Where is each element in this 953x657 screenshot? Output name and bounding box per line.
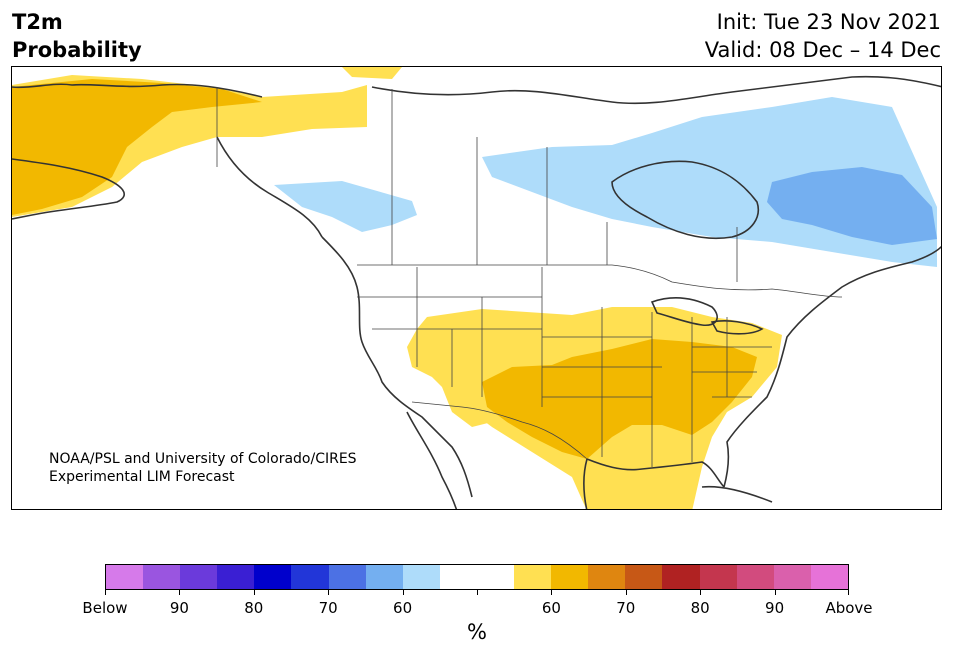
hudson-bay bbox=[611, 160, 759, 240]
us-states-west bbox=[357, 267, 543, 407]
colorbar-tick-label: 80 bbox=[690, 599, 710, 617]
alaska-yellow-region bbox=[12, 79, 262, 215]
colorbar-cell bbox=[254, 565, 292, 589]
colorbar-tick bbox=[402, 590, 404, 595]
political-borders bbox=[216, 87, 843, 467]
valid-range: Valid: 08 Dec – 14 Dec bbox=[704, 38, 941, 62]
init-date: Init: Tue 23 Nov 2021 bbox=[716, 10, 941, 34]
colorbar-cell bbox=[402, 565, 440, 589]
colorbar-tick bbox=[179, 590, 181, 595]
title-variable: T2m bbox=[12, 10, 63, 34]
colorbar-tick-label: 70 bbox=[318, 599, 338, 617]
colorbar-cell bbox=[328, 565, 366, 589]
baja-california bbox=[406, 411, 458, 509]
colorbar-tick-label: Below bbox=[82, 599, 128, 617]
canada-below-shading bbox=[274, 97, 937, 267]
map-canvas bbox=[12, 67, 941, 509]
colorbar-cell bbox=[551, 565, 589, 589]
colorbar-tick bbox=[700, 590, 702, 595]
us-mexico-border bbox=[411, 401, 588, 460]
colorbar-tick-label: 70 bbox=[616, 599, 636, 617]
cuba bbox=[701, 485, 773, 503]
colorbar-ticks bbox=[105, 590, 849, 596]
alaska-above-shading bbox=[12, 67, 402, 217]
colorbar-cell bbox=[588, 565, 626, 589]
yukon-light-yellow-region bbox=[342, 67, 402, 79]
colorbar-tick bbox=[551, 590, 553, 595]
colorbar-tick-label: 90 bbox=[169, 599, 189, 617]
canada-provinces bbox=[216, 87, 738, 282]
colorbar-cell bbox=[773, 565, 811, 589]
colorbar-tick-label: Above bbox=[825, 599, 873, 617]
colorbar-cell bbox=[106, 565, 144, 589]
colorbar-tick bbox=[774, 590, 776, 595]
colorbar-tick bbox=[848, 590, 849, 595]
colorbar-tick bbox=[625, 590, 627, 595]
colorbar-cell bbox=[143, 565, 181, 589]
us-states-central bbox=[542, 307, 693, 467]
colorbar-cell bbox=[217, 565, 255, 589]
colorbar-cell bbox=[180, 565, 218, 589]
colorbar-tick bbox=[328, 590, 330, 595]
colorbar-cell bbox=[476, 565, 515, 589]
yellow-south-region bbox=[442, 387, 492, 427]
colorbar-tick-label: 60 bbox=[393, 599, 413, 617]
colorbar-cell bbox=[514, 565, 552, 589]
forecast-dates: Init: Tue 23 Nov 2021 Valid: 08 Dec – 14… bbox=[705, 8, 941, 64]
colorbar-unit: % bbox=[467, 620, 487, 644]
colorbar-cell bbox=[625, 565, 663, 589]
probability-map bbox=[11, 66, 942, 510]
us-above-shading bbox=[407, 307, 782, 509]
colorbar-tick-label: 80 bbox=[244, 599, 264, 617]
colorbar-cell bbox=[365, 565, 403, 589]
colorbar-cell bbox=[810, 565, 848, 589]
credit-line-1: NOAA/PSL and University of Colorado/CIRE… bbox=[49, 451, 357, 467]
us-yellow-region bbox=[482, 339, 757, 459]
west-canada-light-blue-region bbox=[274, 181, 417, 232]
credit-text: NOAA/PSL and University of Colorado/CIRE… bbox=[49, 450, 357, 486]
east-coast bbox=[723, 245, 941, 488]
colorbar-cell bbox=[662, 565, 700, 589]
colorbar-cell bbox=[699, 565, 737, 589]
colorbar-tick-label: 60 bbox=[541, 599, 561, 617]
alaska-coast bbox=[12, 83, 323, 238]
colorbar-cell bbox=[291, 565, 329, 589]
colorbar-cell bbox=[439, 565, 477, 589]
quebec-blue-region bbox=[767, 167, 937, 245]
gulf-coast bbox=[583, 458, 725, 509]
map-title: T2m Probability bbox=[12, 8, 142, 64]
us-canada-border bbox=[357, 264, 843, 298]
west-coast bbox=[321, 236, 473, 498]
colorbar-tick bbox=[105, 590, 106, 595]
title-type: Probability bbox=[12, 38, 142, 62]
coastlines bbox=[12, 75, 941, 509]
us-states-east bbox=[692, 317, 772, 398]
credit-line-2: Experimental LIM Forecast bbox=[49, 469, 235, 485]
colorbar-tick bbox=[253, 590, 255, 595]
colorbar-tick-label: 90 bbox=[765, 599, 785, 617]
arctic-coast bbox=[371, 75, 941, 105]
colorbar-cell bbox=[736, 565, 774, 589]
colorbar-tick bbox=[477, 590, 478, 595]
probability-colorbar bbox=[105, 564, 849, 590]
